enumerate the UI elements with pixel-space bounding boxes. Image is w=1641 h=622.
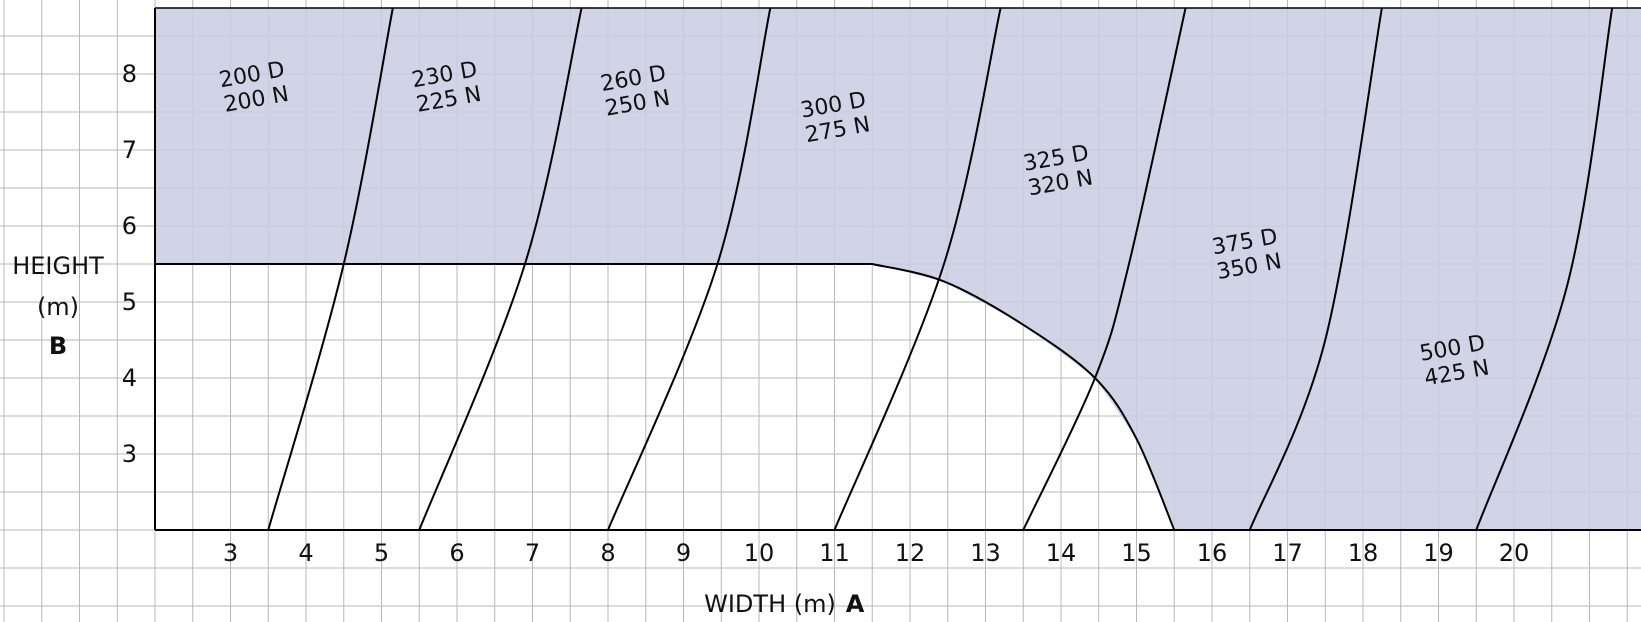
boundary-line-4 bbox=[833, 7, 1002, 531]
y-tick-label: 8 bbox=[122, 60, 137, 88]
x-tick-label: 6 bbox=[449, 539, 464, 567]
x-tick-label: 19 bbox=[1423, 539, 1454, 567]
y-tick-label: 4 bbox=[122, 364, 137, 392]
y-tick-label: 6 bbox=[122, 212, 137, 240]
y-ticks: 3 4 5 6 7 8 bbox=[122, 60, 137, 468]
x-tick-label: 5 bbox=[374, 539, 389, 567]
y-tick-label: 5 bbox=[122, 288, 137, 316]
x-tick-label: 20 bbox=[1499, 539, 1530, 567]
x-tick-label: 7 bbox=[525, 539, 540, 567]
y-axis-title-line1: HEIGHT bbox=[12, 252, 104, 280]
x-tick-label: 14 bbox=[1046, 539, 1077, 567]
x-tick-label: 17 bbox=[1272, 539, 1303, 567]
x-tick-label: 16 bbox=[1197, 539, 1228, 567]
x-tick-label: 10 bbox=[744, 539, 775, 567]
boundary-line-6 bbox=[1248, 7, 1383, 531]
x-axis-title-text: WIDTH (m) bbox=[704, 590, 836, 618]
x-tick-label: 8 bbox=[600, 539, 615, 567]
x-tick-label: 12 bbox=[895, 539, 926, 567]
boundary-line-3 bbox=[607, 7, 772, 531]
x-axis-title: WIDTH (m) A bbox=[704, 590, 865, 618]
boundary-line-5 bbox=[1022, 7, 1187, 531]
boundary-line-7 bbox=[1475, 7, 1614, 531]
x-tick-label: 11 bbox=[819, 539, 850, 567]
x-axis-marker: A bbox=[846, 590, 865, 618]
y-axis-title-line2: (m) bbox=[37, 293, 79, 321]
axes bbox=[154, 7, 1641, 531]
y-tick-label: 7 bbox=[122, 136, 137, 164]
x-tick-label: 3 bbox=[223, 539, 238, 567]
x-tick-label: 9 bbox=[676, 539, 691, 567]
y-tick-label: 3 bbox=[122, 440, 137, 468]
boundary-line-2 bbox=[418, 7, 583, 531]
y-axis-title: HEIGHT (m) B bbox=[12, 252, 104, 360]
x-tick-label: 15 bbox=[1121, 539, 1152, 567]
x-tick-label: 18 bbox=[1348, 539, 1379, 567]
x-tick-label: 4 bbox=[298, 539, 313, 567]
unshaded-boundary-line bbox=[155, 263, 1176, 531]
x-ticks: 3 4 5 6 7 8 9 10 11 12 13 14 15 16 17 18 19 20 bbox=[223, 539, 1529, 567]
x-tick-label: 13 bbox=[970, 539, 1001, 567]
boundary-lines bbox=[267, 7, 1614, 531]
shaded-region bbox=[155, 8, 1641, 531]
y-axis-marker: B bbox=[49, 332, 67, 360]
boundary-line-1 bbox=[267, 7, 394, 531]
